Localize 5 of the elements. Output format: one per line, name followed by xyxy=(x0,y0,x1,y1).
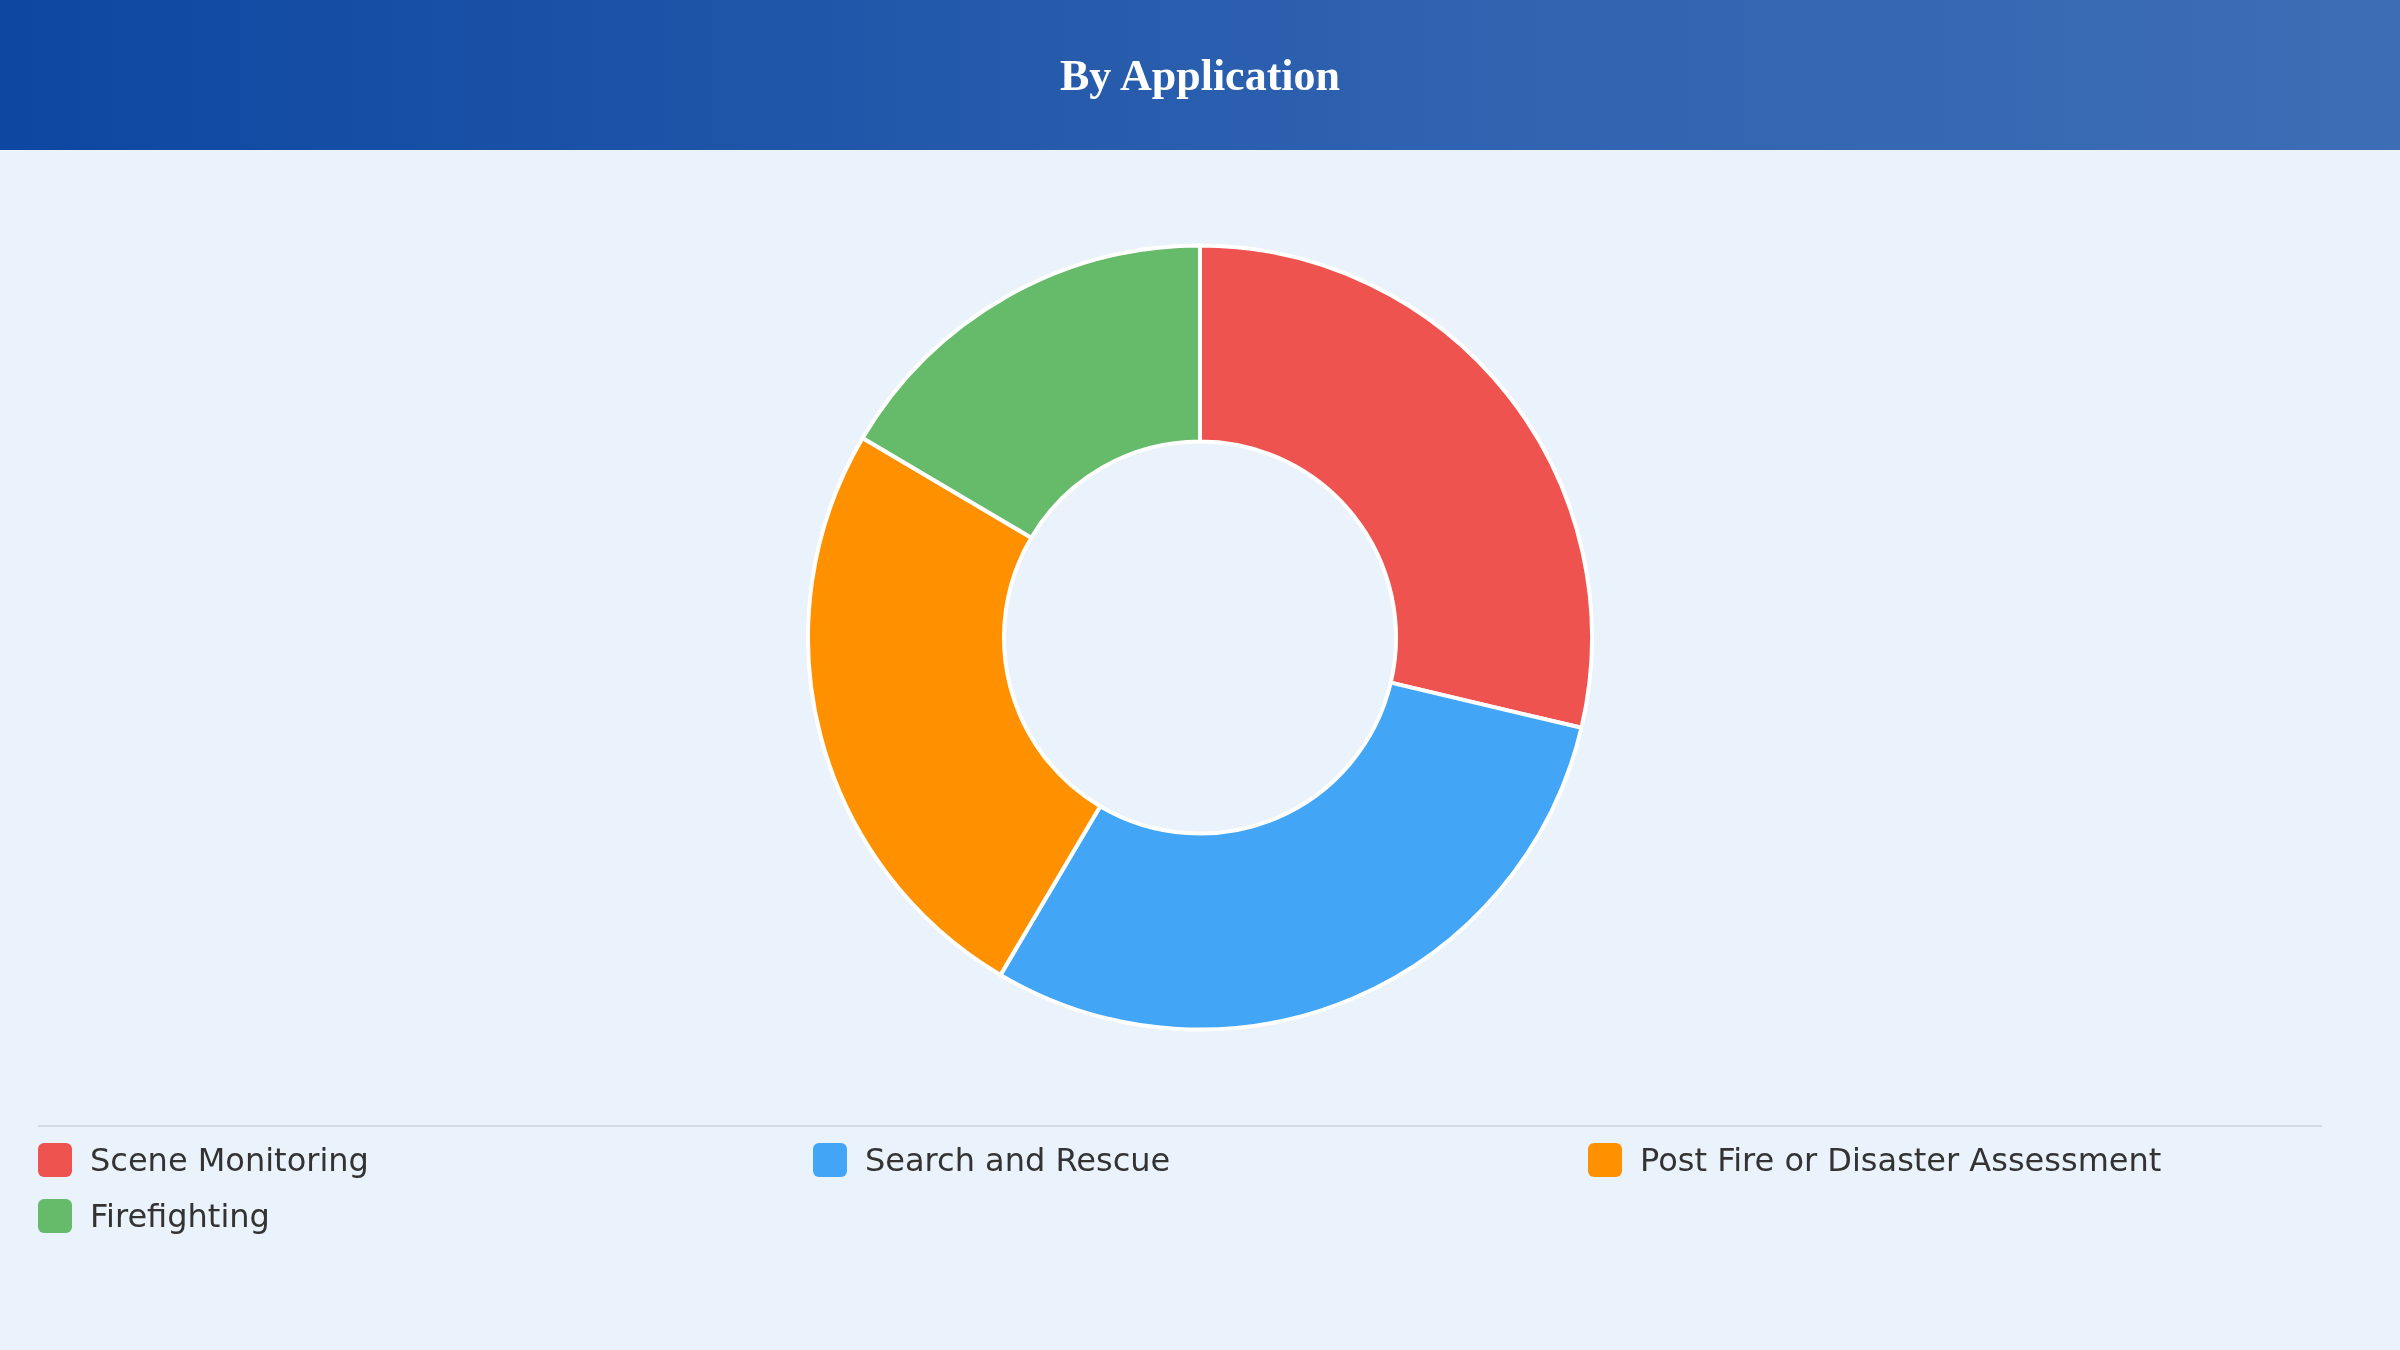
legend-label: Firefighting xyxy=(90,1197,270,1235)
legend-label: Search and Rescue xyxy=(865,1141,1171,1179)
chart-title: By Application xyxy=(1060,49,1340,101)
legend-label: Post Fire or Disaster Assessment xyxy=(1640,1141,2162,1179)
legend-label: Scene Monitoring xyxy=(90,1141,369,1179)
